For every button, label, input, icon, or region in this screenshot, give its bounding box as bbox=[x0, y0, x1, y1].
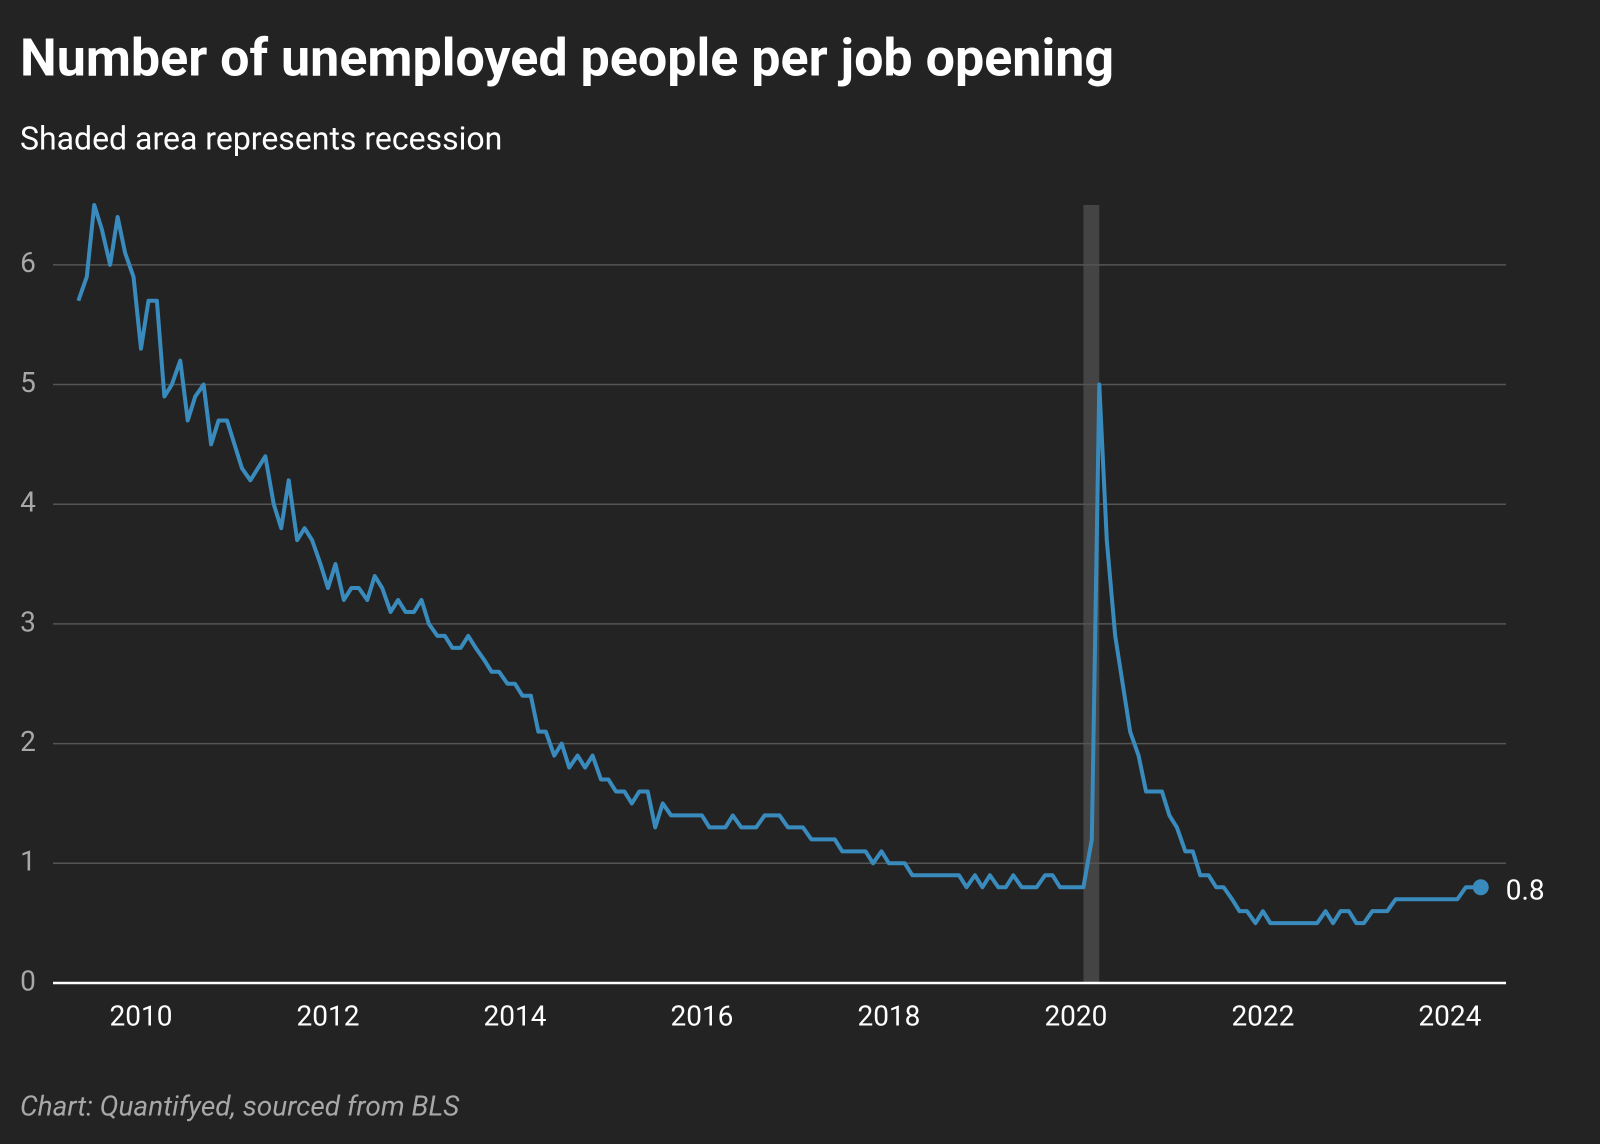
source-note: Chart: Quantifyed, sourced from BLS bbox=[20, 1089, 460, 1122]
x-tick-label: 2010 bbox=[110, 999, 173, 1032]
chart-subtitle: Shaded area represents recession bbox=[20, 119, 502, 157]
x-tick-label: 2016 bbox=[670, 999, 733, 1032]
data-line bbox=[76, 203, 1481, 926]
x-tick-label: 2014 bbox=[483, 999, 546, 1032]
x-tick-label: 2022 bbox=[1231, 999, 1294, 1032]
x-tick-label: 2024 bbox=[1418, 999, 1481, 1032]
x-tick-label: 2012 bbox=[297, 999, 360, 1032]
y-tick-label: 4 bbox=[20, 486, 36, 519]
y-tick-label: 2 bbox=[20, 725, 36, 758]
end-value-label: 0.8 bbox=[1506, 874, 1545, 907]
y-tick-label: 1 bbox=[20, 845, 36, 878]
end-point bbox=[1472, 879, 1489, 896]
chart-title: Number of unemployed people per job open… bbox=[20, 28, 1114, 89]
x-tick-label: 2018 bbox=[857, 999, 920, 1032]
recession-shade bbox=[1083, 205, 1100, 983]
y-tick-label: 5 bbox=[20, 366, 36, 399]
y-tick-label: 3 bbox=[20, 605, 36, 638]
y-tick-label: 0 bbox=[20, 964, 36, 997]
y-tick-label: 6 bbox=[20, 246, 36, 279]
x-tick-label: 2020 bbox=[1044, 999, 1107, 1032]
